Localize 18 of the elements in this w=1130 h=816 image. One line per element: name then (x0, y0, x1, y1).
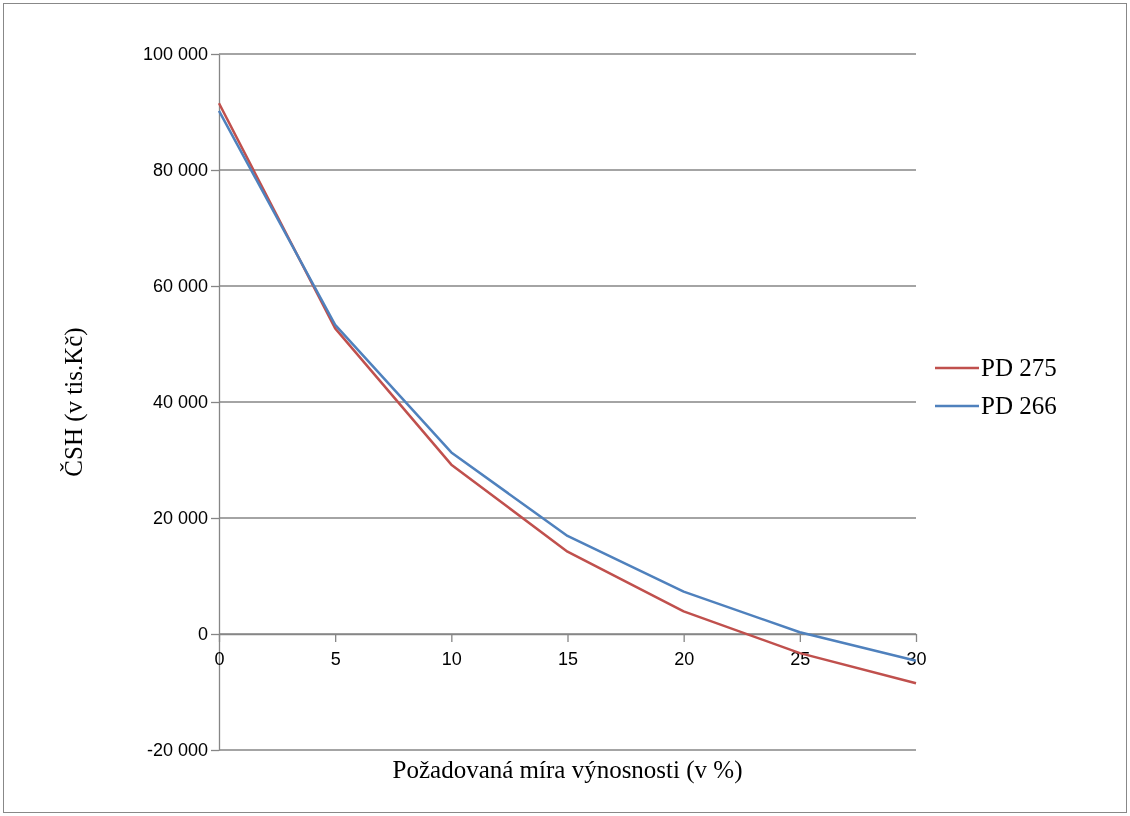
y-tick-label: 80 000 (152, 160, 208, 181)
y-tick-label: 20 000 (152, 508, 208, 529)
legend-label: PD 275 (981, 354, 1057, 381)
x-tick-label: 10 (441, 648, 462, 669)
y-tick-label: 60 000 (152, 276, 208, 297)
x-tick-label: 30 (906, 648, 927, 669)
x-tick-label: 0 (214, 648, 225, 669)
y-tick-label: 100 000 (142, 44, 208, 65)
x-tick-label: 25 (790, 648, 811, 669)
y-tick-label: -20 000 (146, 740, 208, 761)
x-axis-title: Požadovaná míra výnosnosti (v %) (392, 756, 743, 784)
y-tick-label: 40 000 (152, 392, 208, 413)
x-tick-label: 20 (674, 648, 695, 669)
y-axis-title: ČSH (v tis.Kč) (60, 327, 88, 477)
x-tick-label: 15 (557, 648, 579, 669)
y-tick-label: 0 (197, 624, 208, 645)
legend-label: PD 266 (981, 392, 1057, 419)
x-tick-label: 5 (330, 648, 341, 669)
